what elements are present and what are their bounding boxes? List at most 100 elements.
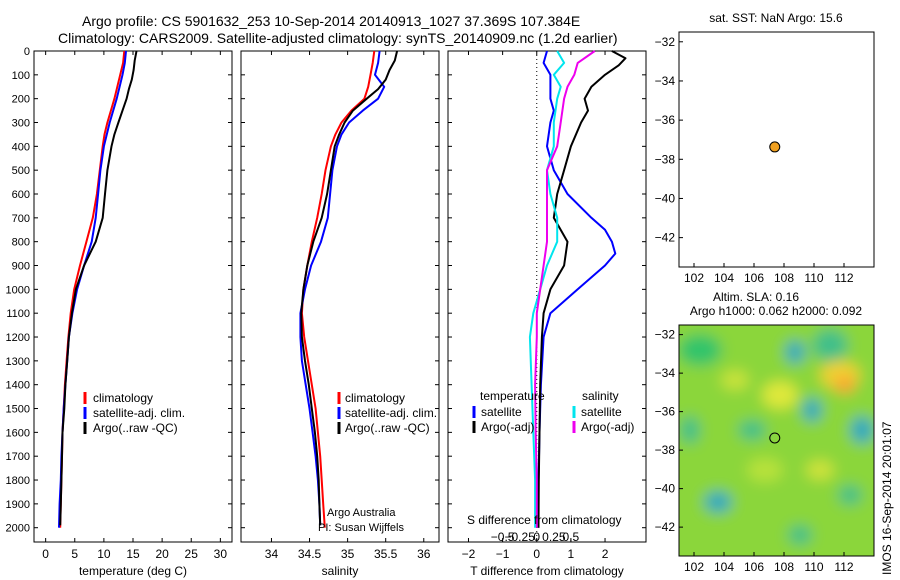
depth-tick-label: 2000: [6, 523, 30, 535]
map-x-tick-label: 108: [774, 560, 794, 574]
map-x-tick-label: 112: [834, 560, 853, 574]
x-tick-label: 20: [155, 547, 169, 561]
depth-tick-label: 500: [12, 165, 30, 177]
legend-label-argo: Argo(..raw -QC): [93, 421, 178, 435]
x-tick-label: −1: [496, 547, 510, 561]
s-tick-label: 0.5: [563, 530, 580, 544]
x-tick-label: 0: [533, 547, 540, 561]
x-tick-label: 25: [185, 547, 199, 561]
depth-tick-label: 700: [12, 213, 30, 225]
map-x-tick-label: 110: [804, 560, 823, 574]
difference-xlabel: T difference from climatology: [470, 564, 624, 578]
difference-legend: temperature satellite Argo(-adj) salinit…: [467, 389, 634, 527]
series-line-climatology: [300, 50, 376, 528]
float-position-marker: [769, 432, 781, 444]
legend-label-satellite: satellite-adj. clim.: [93, 406, 185, 420]
x-tick-label: 34.5: [298, 547, 322, 561]
depth-tick-label: 1600: [6, 427, 30, 439]
map-y-tick-label: −42: [655, 520, 676, 534]
map-x-tick-label: 108: [774, 271, 794, 285]
map-x-tick-label: 102: [684, 271, 704, 285]
depth-tick-label: 1900: [6, 499, 30, 511]
map-y-tick-label: −34: [655, 366, 676, 380]
map-x-tick-label: 112: [834, 271, 853, 285]
x-tick-label: 2: [602, 547, 609, 561]
x-tick-label: 5: [71, 547, 78, 561]
x-tick-label: 10: [97, 547, 111, 561]
s-tick-label: −0.5: [491, 530, 515, 544]
series-line-salinity-argo-adj-: [534, 50, 596, 528]
series-line-temperature-argo-adj-: [537, 50, 627, 528]
position-map-title: sat. SST: NaN Argo: 15.6: [709, 11, 843, 25]
s-difference-label: S difference from climatology: [467, 513, 622, 527]
map-y-tick-label: −32: [655, 328, 676, 342]
map-y-tick-label: −40: [655, 191, 676, 205]
series-line-temperature-satellite: [537, 50, 617, 528]
sla-map-frame: [678, 324, 875, 557]
x-tick-label: 15: [126, 547, 140, 561]
s-tick-label: −0.25: [505, 530, 536, 544]
difference-panel: [447, 50, 647, 543]
legend-label-sal-satellite: satellite: [581, 405, 622, 419]
map-x-tick-label: 104: [714, 560, 734, 574]
map-y-tick-label: −42: [655, 231, 676, 245]
legend-title-salinity: salinity: [582, 389, 619, 403]
depth-tick-label: 1400: [6, 380, 30, 392]
salinity-xlabel: salinity: [322, 564, 359, 578]
depth-tick-label: 1800: [6, 475, 30, 487]
depth-tick-label: 600: [12, 189, 30, 201]
legend-label-temp-argo: Argo(-adj): [481, 420, 534, 434]
map-y-tick-label: −36: [655, 405, 676, 419]
depth-tick-label: 1700: [6, 451, 30, 463]
legend-label-temp-satellite: satellite: [481, 405, 522, 419]
imos-timestamp: IMOS 16-Sep-2014 20:01:07: [880, 421, 894, 575]
map-y-tick-label: −34: [655, 74, 676, 88]
legend-label-satellite: satellite-adj. clim.: [345, 406, 437, 420]
s-tick-label: 0.25: [542, 530, 566, 544]
x-tick-label: −2: [462, 547, 476, 561]
x-tick-label: 34: [265, 547, 279, 561]
depth-tick-label: 1500: [6, 404, 30, 416]
map-x-tick-label: 106: [744, 271, 764, 285]
depth-tick-label: 200: [12, 94, 30, 106]
legend-label-argo: Argo(..raw -QC): [345, 421, 430, 435]
series-line-satellite-adj-clim-: [299, 50, 386, 526]
x-tick-label: 30: [214, 547, 228, 561]
depth-tick-label: 300: [12, 118, 30, 130]
sla-map-title-line2: Argo h1000: 0.062 h2000: 0.092: [690, 304, 862, 318]
map-y-tick-label: −32: [655, 35, 676, 49]
map-y-tick-label: −40: [655, 482, 676, 496]
float-position-marker: [769, 141, 781, 153]
header-title: Argo profile: CS 5901632_253 10-Sep-2014…: [82, 13, 580, 29]
temperature-legend: climatology satellite-adj. clim. Argo(..…: [83, 391, 185, 435]
sla-map-title-line1: Altim. SLA: 0.16: [713, 290, 799, 304]
legend-label-climatology: climatology: [93, 391, 153, 405]
legend-label-sal-argo: Argo(-adj): [581, 420, 634, 434]
annotation-pi: PI: Susan Wijffels: [318, 522, 404, 534]
depth-tick-label: 1200: [6, 332, 30, 344]
x-tick-label: 0: [42, 547, 49, 561]
series-line-argo-raw-qc-: [300, 50, 399, 526]
sla-heatmap: [679, 325, 874, 556]
map-y-tick-label: −38: [655, 152, 676, 166]
map-x-tick-label: 106: [744, 560, 764, 574]
salinity-legend: climatology satellite-adj. clim. Argo(..…: [318, 391, 437, 534]
s-tick-label: 0: [533, 530, 540, 544]
temperature-xlabel: temperature (deg C): [79, 564, 187, 578]
depth-tick-label: 800: [12, 237, 30, 249]
depth-tick-label: 0: [24, 46, 30, 58]
depth-tick-label: 1000: [6, 284, 30, 296]
x-tick-label: 35.5: [374, 547, 398, 561]
legend-title-temperature: temperature: [480, 389, 545, 403]
map-y-tick-label: −36: [655, 113, 676, 127]
depth-tick-label: 1300: [6, 356, 30, 368]
map-x-tick-label: 110: [804, 271, 823, 285]
annotation-institution: Argo Australia: [327, 507, 396, 519]
depth-tick-label: 1100: [6, 308, 30, 320]
header-subtitle: Climatology: CARS2009. Satellite-adjuste…: [58, 30, 618, 46]
depth-tick-label: 900: [12, 261, 30, 273]
depth-tick-label: 400: [12, 141, 30, 153]
temperature-panel: [33, 50, 233, 543]
